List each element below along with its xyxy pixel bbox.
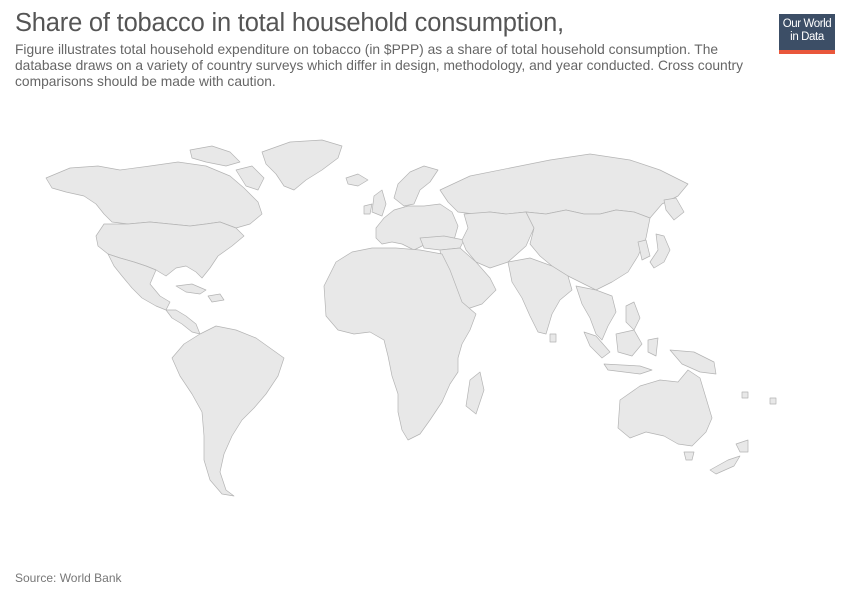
region-borneo[interactable]	[616, 330, 642, 356]
region-tasmania[interactable]	[684, 452, 694, 460]
region-russia[interactable]	[440, 154, 688, 218]
region-pacific-island-2[interactable]	[770, 398, 776, 404]
region-southeast-asia[interactable]	[576, 286, 616, 340]
region-south-america[interactable]	[172, 326, 284, 496]
region-sulawesi[interactable]	[648, 338, 658, 356]
region-madagascar[interactable]	[466, 372, 484, 414]
region-new-zealand-south[interactable]	[710, 456, 740, 474]
region-japan[interactable]	[650, 234, 670, 268]
region-scandinavia[interactable]	[394, 166, 438, 206]
region-australia[interactable]	[618, 370, 712, 446]
region-hispaniola[interactable]	[208, 294, 224, 302]
region-pacific-island-1[interactable]	[742, 392, 748, 398]
region-philippines[interactable]	[626, 302, 640, 330]
region-cuba[interactable]	[176, 284, 206, 294]
region-arctic-islands[interactable]	[190, 146, 240, 166]
region-ireland[interactable]	[364, 204, 372, 214]
region-new-guinea[interactable]	[670, 350, 716, 374]
region-iceland[interactable]	[346, 174, 368, 186]
region-canada-alaska[interactable]	[46, 162, 262, 228]
region-kamchatka[interactable]	[664, 198, 684, 220]
region-central-america[interactable]	[166, 310, 200, 334]
region-sri-lanka[interactable]	[550, 334, 556, 342]
region-greenland[interactable]	[262, 140, 342, 190]
source-note: Source: World Bank	[15, 571, 122, 585]
region-new-zealand[interactable]	[736, 440, 748, 452]
region-korea[interactable]	[638, 240, 650, 260]
region-uk[interactable]	[372, 190, 386, 216]
region-sumatra[interactable]	[584, 332, 610, 358]
region-java[interactable]	[604, 364, 652, 374]
region-turkey[interactable]	[420, 236, 464, 250]
